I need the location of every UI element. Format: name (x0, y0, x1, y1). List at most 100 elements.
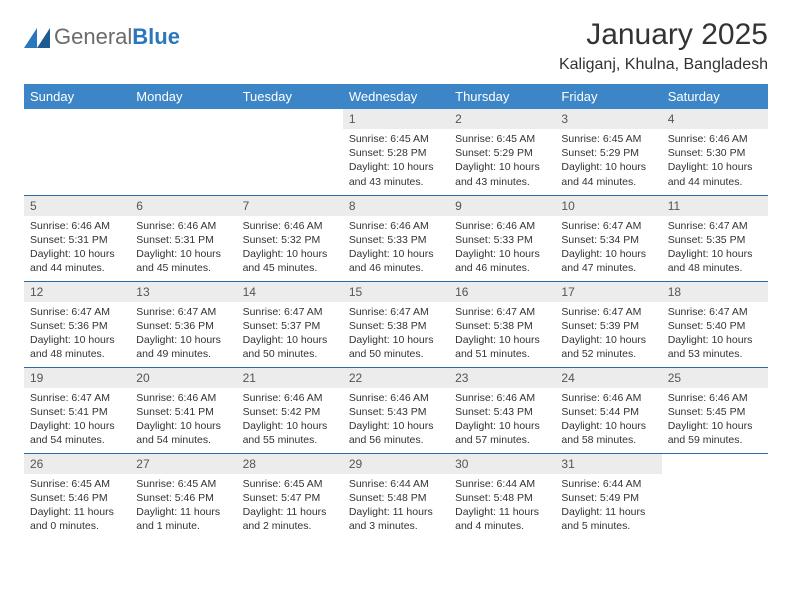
title-block: January 2025 Kaliganj, Khulna, Banglades… (559, 18, 768, 74)
day-body: Sunrise: 6:47 AMSunset: 5:36 PMDaylight:… (24, 302, 130, 366)
calendar-week-row: 1Sunrise: 6:45 AMSunset: 5:28 PMDaylight… (24, 109, 768, 195)
calendar-day-cell: 14Sunrise: 6:47 AMSunset: 5:37 PMDayligh… (237, 281, 343, 367)
calendar-day-cell: 20Sunrise: 6:46 AMSunset: 5:41 PMDayligh… (130, 367, 236, 453)
calendar-day-cell: 10Sunrise: 6:47 AMSunset: 5:34 PMDayligh… (555, 195, 661, 281)
calendar-day-cell: 1Sunrise: 6:45 AMSunset: 5:28 PMDaylight… (343, 109, 449, 195)
day-number: 6 (130, 196, 236, 216)
calendar-day-cell: 23Sunrise: 6:46 AMSunset: 5:43 PMDayligh… (449, 367, 555, 453)
calendar-header-cell: Monday (130, 84, 236, 109)
day-number: 19 (24, 368, 130, 388)
calendar-day-cell: 21Sunrise: 6:46 AMSunset: 5:42 PMDayligh… (237, 367, 343, 453)
day-body: Sunrise: 6:47 AMSunset: 5:38 PMDaylight:… (449, 302, 555, 366)
calendar-table: SundayMondayTuesdayWednesdayThursdayFrid… (24, 84, 768, 539)
day-body: Sunrise: 6:46 AMSunset: 5:42 PMDaylight:… (237, 388, 343, 452)
day-body: Sunrise: 6:47 AMSunset: 5:36 PMDaylight:… (130, 302, 236, 366)
day-body: Sunrise: 6:45 AMSunset: 5:46 PMDaylight:… (130, 474, 236, 538)
day-body: Sunrise: 6:46 AMSunset: 5:33 PMDaylight:… (449, 216, 555, 280)
logo-text: GeneralBlue (54, 24, 180, 50)
day-body: Sunrise: 6:47 AMSunset: 5:39 PMDaylight:… (555, 302, 661, 366)
day-body: Sunrise: 6:45 AMSunset: 5:46 PMDaylight:… (24, 474, 130, 538)
day-number: 20 (130, 368, 236, 388)
calendar-week-row: 5Sunrise: 6:46 AMSunset: 5:31 PMDaylight… (24, 195, 768, 281)
day-body: Sunrise: 6:46 AMSunset: 5:43 PMDaylight:… (449, 388, 555, 452)
header: GeneralBlue January 2025 Kaliganj, Khuln… (24, 18, 768, 74)
calendar-day-cell: 12Sunrise: 6:47 AMSunset: 5:36 PMDayligh… (24, 281, 130, 367)
calendar-empty-cell (130, 109, 236, 195)
logo: GeneralBlue (24, 18, 180, 50)
calendar-day-cell: 17Sunrise: 6:47 AMSunset: 5:39 PMDayligh… (555, 281, 661, 367)
calendar-empty-cell (662, 453, 768, 539)
day-number: 21 (237, 368, 343, 388)
calendar-day-cell: 4Sunrise: 6:46 AMSunset: 5:30 PMDaylight… (662, 109, 768, 195)
calendar-empty-cell (24, 109, 130, 195)
calendar-day-cell: 9Sunrise: 6:46 AMSunset: 5:33 PMDaylight… (449, 195, 555, 281)
calendar-body: 1Sunrise: 6:45 AMSunset: 5:28 PMDaylight… (24, 109, 768, 539)
day-number: 24 (555, 368, 661, 388)
day-body: Sunrise: 6:47 AMSunset: 5:41 PMDaylight:… (24, 388, 130, 452)
page-subtitle: Kaliganj, Khulna, Bangladesh (559, 56, 768, 74)
day-body: Sunrise: 6:46 AMSunset: 5:44 PMDaylight:… (555, 388, 661, 452)
day-body: Sunrise: 6:46 AMSunset: 5:33 PMDaylight:… (343, 216, 449, 280)
day-body: Sunrise: 6:46 AMSunset: 5:43 PMDaylight:… (343, 388, 449, 452)
day-number: 27 (130, 454, 236, 474)
day-body: Sunrise: 6:44 AMSunset: 5:48 PMDaylight:… (343, 474, 449, 538)
day-number: 7 (237, 196, 343, 216)
day-number: 18 (662, 282, 768, 302)
calendar-day-cell: 3Sunrise: 6:45 AMSunset: 5:29 PMDaylight… (555, 109, 661, 195)
calendar-day-cell: 15Sunrise: 6:47 AMSunset: 5:38 PMDayligh… (343, 281, 449, 367)
calendar-empty-cell (237, 109, 343, 195)
day-number: 12 (24, 282, 130, 302)
calendar-day-cell: 2Sunrise: 6:45 AMSunset: 5:29 PMDaylight… (449, 109, 555, 195)
day-number: 16 (449, 282, 555, 302)
day-body: Sunrise: 6:46 AMSunset: 5:31 PMDaylight:… (24, 216, 130, 280)
calendar-day-cell: 18Sunrise: 6:47 AMSunset: 5:40 PMDayligh… (662, 281, 768, 367)
calendar-header-cell: Wednesday (343, 84, 449, 109)
day-number: 9 (449, 196, 555, 216)
calendar-header-cell: Sunday (24, 84, 130, 109)
day-number: 10 (555, 196, 661, 216)
calendar-day-cell: 29Sunrise: 6:44 AMSunset: 5:48 PMDayligh… (343, 453, 449, 539)
day-number: 5 (24, 196, 130, 216)
calendar-day-cell: 25Sunrise: 6:46 AMSunset: 5:45 PMDayligh… (662, 367, 768, 453)
day-number: 31 (555, 454, 661, 474)
day-body: Sunrise: 6:46 AMSunset: 5:32 PMDaylight:… (237, 216, 343, 280)
calendar-day-cell: 7Sunrise: 6:46 AMSunset: 5:32 PMDaylight… (237, 195, 343, 281)
calendar-week-row: 12Sunrise: 6:47 AMSunset: 5:36 PMDayligh… (24, 281, 768, 367)
day-number: 29 (343, 454, 449, 474)
calendar-day-cell: 31Sunrise: 6:44 AMSunset: 5:49 PMDayligh… (555, 453, 661, 539)
day-body: Sunrise: 6:45 AMSunset: 5:28 PMDaylight:… (343, 129, 449, 193)
day-body: Sunrise: 6:44 AMSunset: 5:49 PMDaylight:… (555, 474, 661, 538)
day-number: 2 (449, 109, 555, 129)
day-number: 25 (662, 368, 768, 388)
calendar-week-row: 19Sunrise: 6:47 AMSunset: 5:41 PMDayligh… (24, 367, 768, 453)
day-body: Sunrise: 6:47 AMSunset: 5:40 PMDaylight:… (662, 302, 768, 366)
day-number: 22 (343, 368, 449, 388)
calendar-header-cell: Tuesday (237, 84, 343, 109)
day-body: Sunrise: 6:45 AMSunset: 5:29 PMDaylight:… (555, 129, 661, 193)
day-body: Sunrise: 6:45 AMSunset: 5:29 PMDaylight:… (449, 129, 555, 193)
calendar-day-cell: 28Sunrise: 6:45 AMSunset: 5:47 PMDayligh… (237, 453, 343, 539)
calendar-day-cell: 22Sunrise: 6:46 AMSunset: 5:43 PMDayligh… (343, 367, 449, 453)
day-number: 4 (662, 109, 768, 129)
logo-word2: Blue (132, 24, 180, 49)
day-body: Sunrise: 6:46 AMSunset: 5:31 PMDaylight:… (130, 216, 236, 280)
calendar-day-cell: 13Sunrise: 6:47 AMSunset: 5:36 PMDayligh… (130, 281, 236, 367)
calendar-day-cell: 11Sunrise: 6:47 AMSunset: 5:35 PMDayligh… (662, 195, 768, 281)
logo-word1: General (54, 24, 132, 49)
calendar-day-cell: 8Sunrise: 6:46 AMSunset: 5:33 PMDaylight… (343, 195, 449, 281)
calendar-day-cell: 19Sunrise: 6:47 AMSunset: 5:41 PMDayligh… (24, 367, 130, 453)
day-body: Sunrise: 6:47 AMSunset: 5:35 PMDaylight:… (662, 216, 768, 280)
calendar-day-cell: 26Sunrise: 6:45 AMSunset: 5:46 PMDayligh… (24, 453, 130, 539)
day-body: Sunrise: 6:46 AMSunset: 5:41 PMDaylight:… (130, 388, 236, 452)
day-body: Sunrise: 6:44 AMSunset: 5:48 PMDaylight:… (449, 474, 555, 538)
day-body: Sunrise: 6:46 AMSunset: 5:30 PMDaylight:… (662, 129, 768, 193)
calendar-header-cell: Saturday (662, 84, 768, 109)
day-number: 13 (130, 282, 236, 302)
calendar-week-row: 26Sunrise: 6:45 AMSunset: 5:46 PMDayligh… (24, 453, 768, 539)
calendar-day-cell: 5Sunrise: 6:46 AMSunset: 5:31 PMDaylight… (24, 195, 130, 281)
calendar-header-row: SundayMondayTuesdayWednesdayThursdayFrid… (24, 84, 768, 109)
day-number: 1 (343, 109, 449, 129)
calendar-day-cell: 30Sunrise: 6:44 AMSunset: 5:48 PMDayligh… (449, 453, 555, 539)
page-title: January 2025 (559, 18, 768, 52)
day-body: Sunrise: 6:46 AMSunset: 5:45 PMDaylight:… (662, 388, 768, 452)
